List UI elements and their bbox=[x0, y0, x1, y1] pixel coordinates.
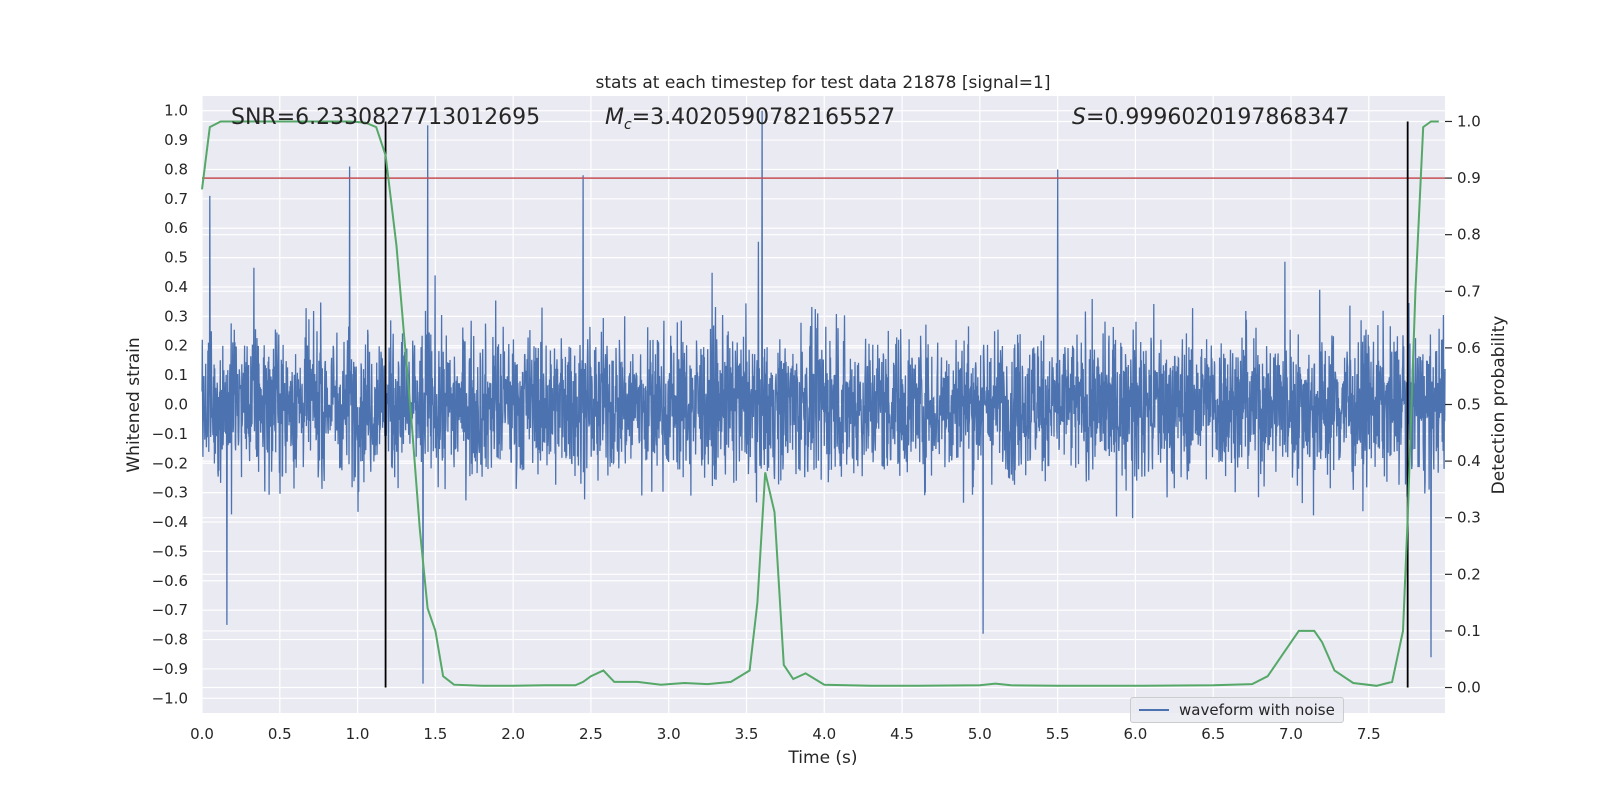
y-left-tick-label-12: −0.2 bbox=[152, 454, 188, 472]
y-left-tick-label-3: 0.7 bbox=[164, 190, 188, 208]
x-tick-label-4: 2.0 bbox=[501, 725, 525, 743]
s-annotation: S=0.9996020197868347 bbox=[1072, 105, 1349, 130]
x-tick-label-3: 1.5 bbox=[423, 725, 447, 743]
x-tick-label-0: 0.0 bbox=[190, 725, 214, 743]
probability-series bbox=[201, 120, 1439, 687]
y-right-tick-label-7: 0.3 bbox=[1457, 509, 1481, 527]
chart-title: stats at each timestep for test data 218… bbox=[596, 73, 1051, 93]
x-axis-label: Time (s) bbox=[787, 748, 857, 768]
y-left-axis-label: Whitened strain bbox=[124, 337, 144, 472]
y-left-ticks: 1.0 0.9 0.8 0.7 0.6 0.5 0.4 0.3 0.2 0.1 0.0 −0.1 −0.… bbox=[152, 102, 188, 708]
chirp-mass-annotation: Mc=3.4020590782165527 bbox=[605, 105, 895, 133]
legend: waveform with noise bbox=[1130, 697, 1344, 723]
y-left-tick-label-20: −1.0 bbox=[152, 689, 188, 707]
y-left-tick-label-14: −0.4 bbox=[152, 513, 188, 531]
y-right-tick-label-2: 0.8 bbox=[1457, 226, 1481, 244]
probability-line bbox=[201, 120, 1439, 687]
legend-label: waveform with noise bbox=[1179, 701, 1335, 719]
vertical-markers bbox=[384, 121, 1409, 688]
x-tick-label-13: 6.5 bbox=[1201, 725, 1225, 743]
snr-annotation: SNR=6.2330827713012695 bbox=[231, 105, 540, 130]
x-tick-label-1: 0.5 bbox=[268, 725, 292, 743]
y-left-tick-label-10: 0.0 bbox=[164, 396, 188, 414]
x-ticks: 0.0 0.5 1.0 1.5 2.0 2.5 3.0 3.5 4.0 4.5 5.0 5.5 6.0 6… bbox=[190, 725, 1381, 743]
y-left-tick-label-9: 0.1 bbox=[164, 366, 188, 384]
y-right-tick-label-8: 0.2 bbox=[1457, 565, 1481, 583]
x-tick-label-2: 1.0 bbox=[346, 725, 370, 743]
y-left-tick-label-17: −0.7 bbox=[152, 601, 188, 619]
y-right-tick-label-6: 0.4 bbox=[1457, 452, 1481, 470]
x-tick-label-15: 7.5 bbox=[1357, 725, 1381, 743]
x-tick-label-6: 3.0 bbox=[657, 725, 681, 743]
x-tick-label-9: 4.5 bbox=[890, 725, 914, 743]
y-right-tick-label-0: 1.0 bbox=[1457, 112, 1481, 130]
y-left-tick-label-13: −0.3 bbox=[152, 484, 188, 502]
y-right-tick-label-5: 0.5 bbox=[1457, 396, 1481, 414]
y-left-tick-label-1: 0.9 bbox=[164, 131, 188, 149]
y-right-axis-label: Detection probability bbox=[1489, 316, 1509, 495]
y-left-tick-label-2: 0.8 bbox=[164, 160, 188, 178]
y-left-tick-label-7: 0.3 bbox=[164, 307, 188, 325]
x-tick-label-5: 2.5 bbox=[579, 725, 603, 743]
x-tick-label-7: 3.5 bbox=[735, 725, 759, 743]
y-left-tick-label-11: −0.1 bbox=[152, 425, 188, 443]
x-tick-label-12: 6.0 bbox=[1123, 725, 1147, 743]
x-tick-label-14: 7.0 bbox=[1279, 725, 1303, 743]
y-right-tick-label-9: 0.1 bbox=[1457, 622, 1481, 640]
x-tick-label-8: 4.0 bbox=[812, 725, 836, 743]
y-left-tick-label-19: −0.9 bbox=[152, 660, 188, 678]
y-left-tick-label-6: 0.4 bbox=[164, 278, 188, 296]
y-right-tick-label-1: 0.9 bbox=[1457, 169, 1481, 187]
y-right-tick-label-4: 0.6 bbox=[1457, 339, 1481, 357]
waveform-line bbox=[201, 110, 1446, 684]
legend-swatch bbox=[1139, 709, 1169, 711]
x-tick-label-11: 5.5 bbox=[1046, 725, 1070, 743]
y-right-tick-label-10: 0.0 bbox=[1457, 679, 1481, 697]
y-left-tick-label-4: 0.6 bbox=[164, 219, 188, 237]
waveform-series bbox=[201, 110, 1446, 684]
y-right-ticks: 1.0 0.9 0.8 0.7 0.6 0.5 0.4 0.3 0.2 0.1 0.0 bbox=[1445, 112, 1481, 697]
y-right-tick-label-3: 0.7 bbox=[1457, 282, 1481, 300]
y-left-tick-label-18: −0.8 bbox=[152, 631, 188, 649]
x-tick-label-10: 5.0 bbox=[968, 725, 992, 743]
y-left-tick-label-5: 0.5 bbox=[164, 249, 188, 267]
y-left-tick-label-16: −0.6 bbox=[152, 572, 188, 590]
y-left-tick-label-15: −0.5 bbox=[152, 542, 188, 560]
y-left-tick-label-0: 1.0 bbox=[164, 102, 188, 120]
y-left-tick-label-8: 0.2 bbox=[164, 337, 188, 355]
